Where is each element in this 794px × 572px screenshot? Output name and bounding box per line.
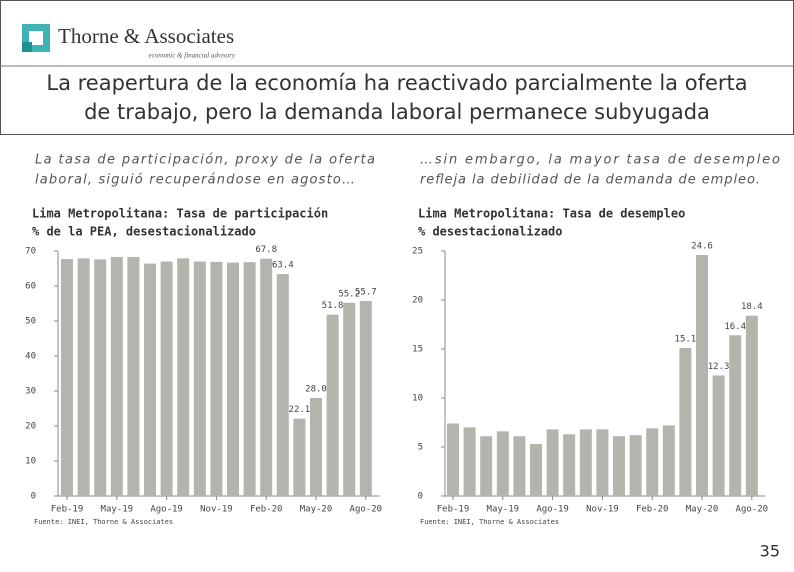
x-tick-label: Ago-20 <box>350 505 383 515</box>
headline: La reapertura de la economía ha reactiva… <box>46 71 747 95</box>
bar <box>496 431 509 496</box>
bar <box>613 436 625 496</box>
bar <box>94 259 107 496</box>
chart-title: % de la PEA, desestacionalizado <box>32 225 256 239</box>
logo-mark <box>22 24 50 52</box>
caption: …sin embargo, la mayor tasa de desempleo <box>420 153 780 168</box>
value-label: 24.6 <box>691 241 713 251</box>
x-tick-label: Ago-20 <box>736 505 769 515</box>
bar <box>193 261 206 496</box>
value-label: 15.1 <box>675 335 697 345</box>
bar <box>260 258 273 496</box>
y-tick-label: 0 <box>418 492 423 502</box>
source: Fuente: INEI, Thorne & Associates <box>420 518 559 526</box>
source: Fuente: INEI, Thorne & Associates <box>34 518 173 526</box>
value-label: 18.4 <box>741 302 763 312</box>
bar <box>579 429 592 496</box>
bar <box>463 427 476 496</box>
value-label: 51.8 <box>322 301 344 311</box>
bar <box>160 261 173 496</box>
bar <box>326 314 339 496</box>
value-label: 22.1 <box>289 405 311 415</box>
y-tick-label: 15 <box>412 345 423 355</box>
value-label: 28.0 <box>305 385 327 395</box>
caption: refleja la debilidad de la demanda de em… <box>420 173 760 188</box>
bar <box>546 429 559 496</box>
x-tick-label: Nov-19 <box>586 505 619 515</box>
y-tick-label: 50 <box>25 317 36 327</box>
bar <box>447 423 459 496</box>
value-label: 16.4 <box>724 322 746 332</box>
y-tick-label: 60 <box>25 282 36 292</box>
y-tick-label: 10 <box>412 394 423 404</box>
bar <box>359 301 372 496</box>
x-tick-label: Ago-19 <box>536 505 569 515</box>
bar <box>513 436 526 496</box>
y-tick-label: 20 <box>412 296 423 306</box>
bar <box>210 261 223 496</box>
y-tick-label: 10 <box>25 457 36 467</box>
value-label: 55.7 <box>355 288 377 298</box>
headline: de trabajo, pero la demanda laboral perm… <box>84 100 710 124</box>
y-tick-label: 70 <box>25 247 36 257</box>
bar <box>530 444 542 496</box>
bar <box>343 302 356 496</box>
bar <box>646 428 659 496</box>
x-tick-label: Ago-19 <box>150 505 183 515</box>
value-label: 67.8 <box>255 245 277 255</box>
bar <box>712 375 725 496</box>
bar <box>696 254 708 496</box>
chart-title: % desestacionalizado <box>418 225 563 239</box>
logo-text: Thorne & Associates <box>58 24 234 48</box>
bar <box>596 429 609 496</box>
caption: laboral, siguió recuperándose en agosto… <box>35 173 355 188</box>
value-label: 63.4 <box>272 261 294 271</box>
x-tick-label: May-19 <box>487 505 520 515</box>
x-tick-label: Feb-19 <box>51 505 84 515</box>
bar <box>679 348 692 496</box>
x-tick-label: May-19 <box>101 505 134 515</box>
y-tick-label: 20 <box>25 422 36 432</box>
y-tick-label: 40 <box>25 352 36 362</box>
bar <box>127 256 140 496</box>
bar <box>310 398 322 496</box>
chart-title: Lima Metropolitana: Tasa de participació… <box>32 207 328 221</box>
bar <box>144 263 156 496</box>
bar <box>276 274 289 496</box>
bar <box>629 435 642 496</box>
bar <box>77 258 90 496</box>
caption: La tasa de participación, proxy de la of… <box>35 153 375 168</box>
bar <box>177 258 190 496</box>
x-tick-label: Feb-20 <box>636 505 669 515</box>
value-label: 55.2 <box>338 289 360 299</box>
x-tick-label: Feb-20 <box>250 505 283 515</box>
bar <box>227 262 239 496</box>
bar <box>480 436 493 496</box>
bar <box>61 259 73 496</box>
bar <box>745 315 758 496</box>
y-tick-label: 30 <box>25 387 36 397</box>
chart-title: Lima Metropolitana: Tasa de desempleo <box>418 207 685 221</box>
bar <box>662 425 675 496</box>
bar <box>729 335 742 496</box>
x-tick-label: Feb-19 <box>437 505 470 515</box>
y-tick-label: 25 <box>412 247 423 257</box>
bar <box>293 418 306 496</box>
bar <box>110 256 123 496</box>
value-label: 12.3 <box>708 362 730 372</box>
x-tick-label: May-20 <box>300 505 333 515</box>
x-tick-label: May-20 <box>686 505 719 515</box>
y-tick-label: 0 <box>31 492 36 502</box>
tagline: economic & financial advisory <box>148 52 235 60</box>
y-tick-label: 5 <box>418 443 423 453</box>
bar <box>563 434 576 496</box>
page-number: 35 <box>760 542 780 561</box>
bar <box>243 262 256 496</box>
x-tick-label: Nov-19 <box>200 505 233 515</box>
